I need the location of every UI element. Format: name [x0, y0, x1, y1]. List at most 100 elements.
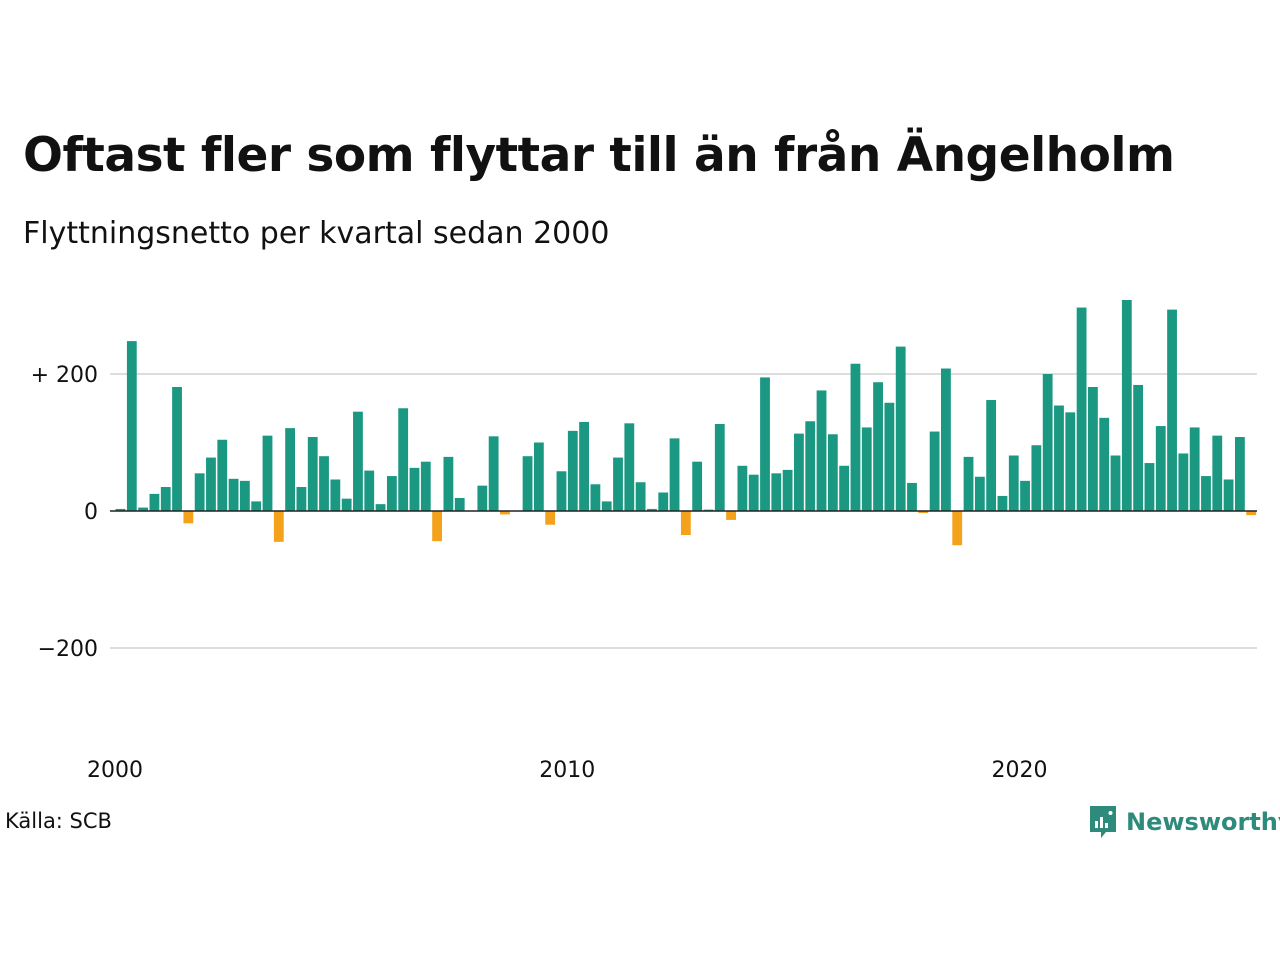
bar [1212, 435, 1223, 511]
bar [285, 428, 296, 512]
bar [1234, 437, 1245, 511]
bar [1133, 384, 1144, 511]
bar [454, 497, 465, 512]
bar [149, 493, 160, 512]
bar [1121, 300, 1132, 511]
bar [420, 461, 431, 511]
bar [273, 511, 284, 542]
bar [669, 438, 680, 511]
x-axis-labels: 2000 2010 2020 [87, 758, 1048, 783]
bar [601, 501, 612, 511]
bar [183, 511, 194, 524]
bar [748, 474, 759, 511]
bar [488, 436, 499, 511]
bar [330, 479, 341, 511]
bar [884, 402, 895, 511]
bar [737, 465, 748, 511]
bar [1076, 307, 1087, 511]
bar [907, 482, 917, 512]
bar [239, 480, 250, 511]
bar [613, 457, 623, 511]
bar [680, 511, 691, 535]
bar [432, 511, 442, 542]
bar [319, 456, 329, 511]
bar [1110, 455, 1121, 511]
bar [952, 511, 963, 546]
bar [500, 511, 510, 515]
bar [794, 433, 804, 512]
bar [545, 511, 556, 525]
bar [217, 439, 228, 511]
bars [115, 300, 1257, 546]
bar [477, 485, 488, 511]
bar [443, 456, 454, 511]
bar [1189, 427, 1200, 511]
bar [782, 469, 793, 511]
bar [375, 504, 386, 511]
bar [1099, 417, 1110, 511]
bar [1178, 453, 1189, 511]
y-axis-labels: + 200 0 −200 [31, 363, 98, 662]
bar [635, 482, 646, 511]
bar [398, 408, 409, 511]
bar [172, 387, 182, 511]
bar [895, 346, 906, 511]
bar [1020, 480, 1030, 511]
bar [556, 471, 567, 511]
bar [861, 427, 872, 511]
bar [296, 487, 307, 511]
gridlines [110, 373, 1257, 649]
bar [986, 400, 997, 511]
y-tick-label: + 200 [31, 363, 98, 388]
bar [624, 423, 635, 511]
bar [1155, 426, 1166, 511]
bar [816, 390, 827, 511]
bar [1201, 476, 1211, 511]
bar [353, 411, 363, 512]
bar [1054, 405, 1064, 511]
bar [647, 508, 657, 511]
bar [1223, 479, 1234, 511]
bar [873, 382, 883, 511]
bar [1065, 412, 1076, 511]
newsworthy-logo-icon [1090, 806, 1116, 838]
bar [522, 456, 533, 511]
bar [1031, 445, 1042, 511]
bar [1167, 309, 1177, 511]
bar [1042, 374, 1053, 511]
bar [839, 465, 850, 511]
bar [658, 492, 669, 511]
bar [533, 442, 544, 511]
chart-title: Oftast fler som flyttar till än från Äng… [23, 128, 1175, 183]
bar [805, 421, 816, 511]
bar [692, 461, 703, 511]
bar [918, 511, 929, 514]
bar [850, 363, 861, 512]
source-note: Källa: SCB [5, 809, 112, 833]
brand-name: Newsworthy [1126, 808, 1280, 836]
bar [386, 476, 397, 511]
bar [364, 470, 375, 511]
bar [307, 437, 318, 511]
bar [409, 467, 420, 512]
bar [579, 421, 589, 511]
bar [115, 508, 126, 511]
bar [228, 478, 239, 512]
bar [194, 473, 205, 511]
bar [138, 507, 149, 511]
bar [974, 476, 985, 511]
bar [160, 487, 171, 511]
bar [1088, 387, 1098, 511]
bar [1144, 463, 1155, 511]
bar [1246, 511, 1257, 516]
bar [590, 484, 601, 511]
bar [941, 368, 951, 511]
bar [726, 511, 736, 520]
bar [771, 473, 782, 511]
bar [929, 431, 940, 511]
bar [760, 377, 770, 511]
bar [262, 435, 273, 511]
y-tick-label: −200 [38, 637, 98, 662]
bar [251, 501, 262, 511]
